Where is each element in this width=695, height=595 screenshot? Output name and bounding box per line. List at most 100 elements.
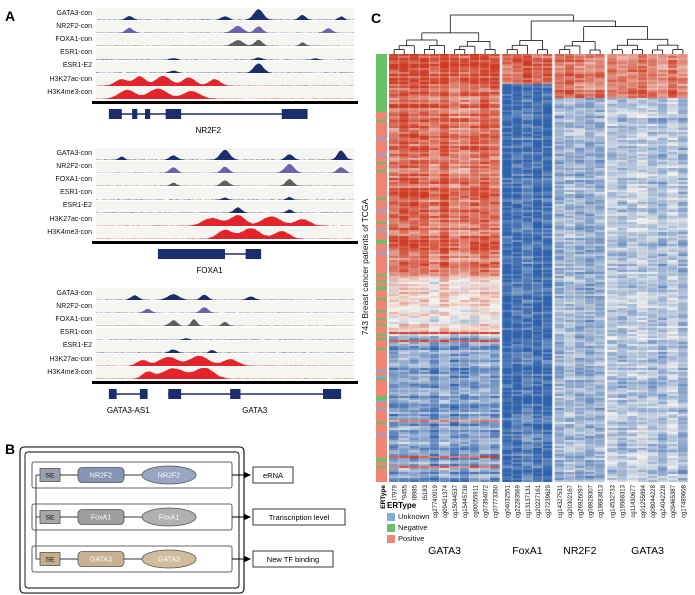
track-label: ESR1-E2 bbox=[62, 202, 92, 210]
track-label: GATA3-con bbox=[56, 149, 92, 157]
exon-box bbox=[132, 109, 138, 120]
tf-rect-label: GATA3 bbox=[90, 557, 112, 564]
exon-box bbox=[165, 109, 182, 120]
track-label: NR2F2-con bbox=[56, 22, 92, 30]
tf-rect-label: FoxA1 bbox=[91, 515, 111, 522]
track-label: H3K27ac-con bbox=[49, 215, 92, 223]
outer-box-inner bbox=[24, 451, 240, 589]
output-label: Transcription level bbox=[269, 513, 330, 522]
ertype-sidebar bbox=[376, 54, 387, 482]
tf-oval-label: NR2F2 bbox=[158, 473, 180, 480]
cpg-label: cg00055911 bbox=[473, 484, 479, 517]
ertype-legend: ERType Unknown Negative Positive bbox=[386, 500, 433, 545]
signal-track bbox=[96, 327, 354, 340]
cpg-label: cg20302167 bbox=[568, 484, 574, 518]
track-label: ESR1-con bbox=[60, 329, 92, 337]
gene-name: GATA3-AS1 bbox=[107, 406, 150, 415]
arrow-head bbox=[244, 471, 251, 479]
signal-track bbox=[96, 74, 354, 86]
output-label: New TF binding bbox=[267, 555, 319, 564]
exon-box bbox=[157, 249, 225, 260]
track-label: FOXA1-con bbox=[55, 315, 92, 323]
se-label: SE bbox=[45, 473, 55, 480]
legend-item: Positive bbox=[387, 534, 429, 543]
cpg-label: cg09421374 bbox=[443, 484, 449, 518]
exon-box bbox=[145, 109, 151, 120]
track-label: ESR1-E2 bbox=[62, 342, 92, 350]
cpg-label: cg09465387 bbox=[671, 484, 677, 518]
arrow-head bbox=[244, 555, 251, 563]
gene-model: FOXA1 bbox=[157, 249, 262, 275]
exon-box bbox=[230, 389, 241, 400]
tf-oval bbox=[141, 549, 197, 569]
ertype-axis-label: ERType bbox=[380, 485, 387, 509]
tf-oval-label: GATA3 bbox=[158, 557, 180, 564]
cpg-label: cg20227161 bbox=[536, 484, 542, 518]
signal-track bbox=[96, 340, 354, 353]
legend-swatch-positive bbox=[387, 534, 395, 543]
cpg-label: cg19588313 bbox=[621, 484, 627, 518]
cpg-label: cg08928307 bbox=[588, 484, 594, 518]
cpg-label: cg18683813 bbox=[599, 484, 605, 518]
exon-box bbox=[108, 389, 117, 400]
panel-c-label: C bbox=[371, 10, 382, 26]
signal-track bbox=[96, 288, 354, 300]
signal-track bbox=[96, 214, 354, 226]
cpg-label: cg22283569 bbox=[516, 484, 522, 518]
gene-model: NR2F2 bbox=[108, 109, 308, 135]
dendrogram bbox=[393, 14, 684, 54]
heatmap-ylabel: 743 Breast cancer patients of TCGA bbox=[360, 198, 370, 336]
track-label: ESR1-con bbox=[60, 189, 92, 197]
heatmap-canvas bbox=[389, 54, 688, 482]
cpg-label: cg15445738 bbox=[463, 484, 469, 518]
legend-item: Unknown bbox=[387, 512, 429, 521]
signal-track bbox=[96, 87, 354, 100]
track-label: NR2F2-con bbox=[56, 302, 92, 310]
cpg-label: cg01255894 bbox=[641, 484, 647, 518]
signal-track bbox=[96, 187, 354, 200]
track-label: GATA3-con bbox=[56, 289, 92, 297]
track-axis-line bbox=[92, 241, 358, 244]
legend-label-positive: Positive bbox=[398, 534, 425, 543]
track-label: H3K4me3-con bbox=[47, 228, 92, 236]
cpg-label: cg11430677 bbox=[631, 484, 637, 517]
track-label: NR2F2-con bbox=[56, 162, 92, 170]
exon-box bbox=[168, 389, 182, 400]
cpg-label: cg26926097 bbox=[578, 484, 584, 518]
signal-track bbox=[96, 21, 354, 34]
gene-name: NR2F2 bbox=[196, 126, 222, 135]
tf-oval bbox=[141, 465, 197, 485]
se-label: SE bbox=[45, 515, 55, 522]
exon-box bbox=[139, 389, 148, 400]
track-label: H3K27ac-con bbox=[49, 75, 92, 83]
legend-title: ERType bbox=[387, 501, 417, 510]
cpg-label: cg07394072 bbox=[483, 484, 489, 518]
regulation-diagram: SE NR2F2 NR2F2 SE FoxA1 FoxA1 SE GATA3 GATA3 eRNA… bbox=[19, 446, 346, 594]
cpg-label: cg17489608 bbox=[681, 484, 687, 518]
panel-a-label: A bbox=[5, 8, 16, 24]
signal-track bbox=[96, 8, 354, 20]
track-axis-line bbox=[92, 381, 358, 384]
signal-track bbox=[96, 47, 354, 60]
heatmap-panel: 743 Breast cancer patients of TCGA cg162… bbox=[360, 0, 695, 595]
signal-track bbox=[96, 314, 354, 327]
heatmap-xlabels: cg16267979cg01679455cg10938985cg09335183… bbox=[380, 484, 687, 557]
tf-rect-label: NR2F2 bbox=[90, 473, 112, 480]
gene-model: GATA3-AS1 GATA3 bbox=[107, 389, 342, 415]
cpg-label: cg24042228 bbox=[661, 484, 667, 518]
cpg-label: cg04032551 bbox=[506, 484, 512, 518]
cpg-label: cg13137131 bbox=[526, 484, 532, 518]
panel-b-label: B bbox=[5, 441, 16, 457]
se-label: SE bbox=[45, 557, 55, 564]
track-axis-line bbox=[92, 101, 358, 104]
output-box bbox=[252, 466, 294, 484]
track-label: H3K4me3-con bbox=[47, 88, 92, 96]
gene-group-label: NR2F2 bbox=[563, 545, 596, 557]
legend-swatch-unknown bbox=[387, 512, 395, 521]
gene-group-label: GATA3 bbox=[428, 545, 461, 557]
cpg-label: cg14532733 bbox=[611, 484, 617, 518]
signal-track bbox=[96, 200, 354, 213]
output-box bbox=[252, 550, 334, 568]
signal-track bbox=[96, 60, 354, 73]
